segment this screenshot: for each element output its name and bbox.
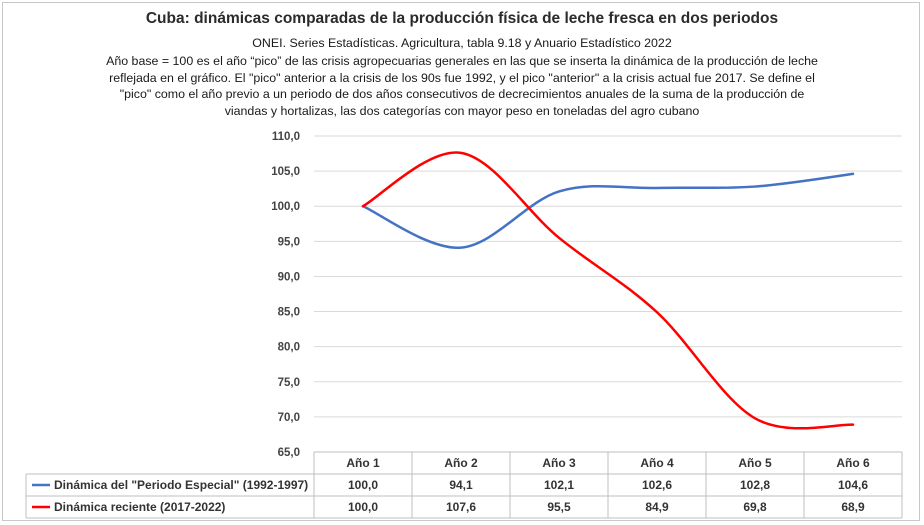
- x-category-label: Año 6: [836, 456, 870, 470]
- table-value: 100,0: [348, 478, 378, 492]
- table-value: 94,1: [449, 478, 473, 492]
- y-tick-label: 100,0: [271, 201, 300, 213]
- table-value: 102,1: [544, 478, 574, 492]
- table-value: 107,6: [446, 500, 476, 514]
- x-category-label: Año 4: [640, 456, 674, 470]
- table-value: 69,8: [743, 500, 767, 514]
- chart-note-line-3: "pico" como el año previo a un periodo d…: [119, 87, 805, 101]
- table-value: 102,6: [642, 478, 672, 492]
- y-tick-label: 80,0: [278, 342, 300, 354]
- chart-note-line-2: reflejada en el gráfico. El "pico" anter…: [109, 71, 815, 85]
- y-tick-label: 85,0: [278, 307, 300, 319]
- y-tick-label: 65,0: [278, 447, 300, 459]
- legend-series-name: Dinámica del "Periodo Especial" (1992-19…: [54, 478, 308, 492]
- x-category-label: Año 1: [346, 456, 380, 470]
- y-tick-label: 95,0: [278, 236, 300, 248]
- chart-note-line-4: viandas y hortalizas, las dos categorías…: [224, 104, 700, 118]
- table-value: 84,9: [645, 500, 669, 514]
- y-tick-label: 105,0: [271, 166, 300, 178]
- table-value: 95,5: [547, 500, 571, 514]
- x-category-label: Año 2: [444, 456, 478, 470]
- table-value: 104,6: [838, 478, 868, 492]
- series-line: [361, 172, 855, 249]
- table-value: 102,8: [740, 478, 770, 492]
- chart-note-line-1: Año base = 100 es el año “pico” de las c…: [106, 54, 818, 68]
- y-tick-label: 110,0: [272, 131, 300, 143]
- x-category-label: Año 3: [542, 456, 576, 470]
- legend-series-name: Dinámica reciente (2017-2022): [54, 500, 225, 514]
- x-category-label: Año 5: [738, 456, 772, 470]
- y-tick-label: 70,0: [278, 412, 300, 424]
- chart-source-line: ONEI. Series Estadísticas. Agricultura, …: [252, 36, 672, 50]
- series-line: [361, 151, 855, 430]
- y-tick-label: 90,0: [278, 271, 300, 283]
- table-value: 68,9: [841, 500, 865, 514]
- table-value: 100,0: [348, 500, 378, 514]
- chart-title: Cuba: dinámicas comparadas de la producc…: [145, 10, 779, 27]
- y-tick-label: 75,0: [278, 377, 300, 389]
